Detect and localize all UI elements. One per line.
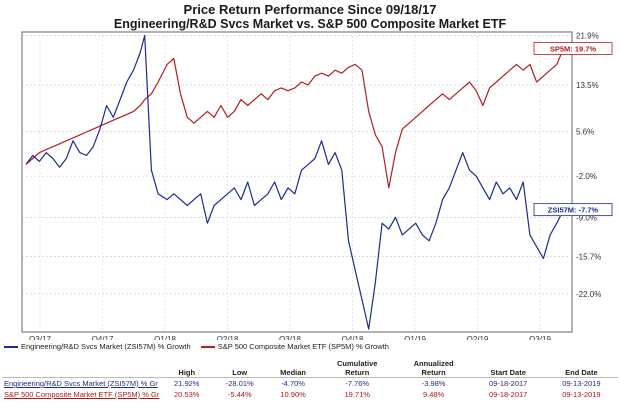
table-row-name[interactable]: S&P 500 Composite Market ETF (SP5M) % Gr [4,390,160,399]
y-tick-label: 21.9% [576,32,599,41]
x-tick-label: Q2/18 [217,335,239,340]
legend-item-sp500: S&P 500 Composite Market ETF (SP5M) % Gr… [200,342,389,351]
y-tick-label: -2.0% [576,172,597,181]
table-header-start: Start Date [490,368,526,377]
chart-plot: Q3/17 Q4/17 Q1/18 Q2/18 Q3/18 Q4/18 Q1/19 Q2/19… [21,31,613,340]
engineering-end-label-box [533,203,613,217]
x-tick-label: Q4/18 [342,335,364,340]
sp500-end-label-box [533,42,613,55]
plot-frame [21,31,573,333]
table-header-high: High [178,368,196,377]
table-cell-median: -4.70% [267,377,319,389]
engineering-end-label: ZSI57M: -7.7% [548,206,599,215]
table-cell-end-date: 09-13-2019 [562,390,601,399]
x-tick-label: Q1/18 [154,335,176,340]
y-tick-label: -9.0% [576,213,597,222]
table-cell-annualized: -3.98% [395,377,472,389]
table-cell-low: -28.01% [212,377,268,389]
table-cell-end-date: 09-13-2019 [544,377,618,389]
x-tick-label: Q2/19 [467,335,489,340]
table-header-name [2,357,161,378]
sp500-end-label: SP5M: 19.7% [550,44,597,53]
engineering-series-line [25,34,565,330]
table-cell-cumulative: -7.76% [318,377,396,389]
x-tick-label: Q1/19 [404,335,426,340]
table-cell-cumulative: 19.71% [344,390,370,399]
chart-title: Price Return Performance Since 09/18/17 [183,2,437,17]
table-header-cumulative-text: Cumulative Return [336,359,378,377]
table-row: Engineering/R&D Svcs Market (ZSI57M) % G… [2,377,618,389]
legend-label-sp500: S&P 500 Composite Market ETF (SP5M) % Gr… [217,342,389,351]
y-tick-label: 5.6% [576,127,594,136]
chart-subtitle: Engineering/R&D Svcs Market vs. S&P 500 … [113,17,507,31]
x-tick-label: Q3/19 [529,335,551,340]
table-row: S&P 500 Composite Market ETF (SP5M) % Gr… [2,389,618,400]
y-tick-label: 13.5% [576,81,599,90]
table-header-median: Median [280,368,306,377]
table-header-row: High Low Median Cumulative Return Annual… [2,357,618,378]
legend-swatch-engineering [4,346,18,349]
performance-table: High Low Median Cumulative Return Annual… [2,357,618,400]
y-tick-label: -15.7% [576,253,601,262]
x-tick-label: Q3/18 [279,335,301,340]
table-cell-low: -5.44% [227,390,252,399]
y-tick-label: -22.0% [576,290,601,299]
table-header-annualized: Annualized Return [396,357,472,378]
table-header-annualized-text: Annualized Return [413,359,454,377]
table-cell-start-date: 09-18-2017 [488,390,528,399]
table-cell-annualized: 9.48% [422,390,445,399]
table-cell-high: 21.92% [161,377,213,389]
x-tick-label: Q4/17 [92,335,114,340]
chart-legend: Engineering/R&D Svcs Market (ZSI57M) % G… [4,342,397,351]
legend-swatch-sp500 [200,346,215,349]
table-header-low: Low [232,368,248,377]
legend-label-engineering: Engineering/R&D Svcs Market (ZSI57M) % G… [21,342,191,351]
sp500-series-line [25,48,565,189]
table-header-cumulative: Cumulative Return [319,357,396,378]
x-tick-label: Q3/17 [29,335,51,340]
table-cell-start-date: 09-18-2017 [471,377,545,389]
legend-item-engineering: Engineering/R&D Svcs Market (ZSI57M) % G… [4,342,191,351]
table-cell-median: 10.90% [280,390,306,399]
table-header-end: End Date [565,368,598,377]
table-row-name[interactable]: Engineering/R&D Svcs Market (ZSI57M) % G… [2,377,162,389]
table-cell-high: 20.53% [174,390,200,399]
